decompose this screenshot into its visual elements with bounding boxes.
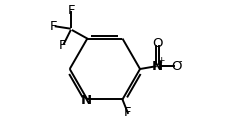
Text: F: F <box>50 20 57 33</box>
Text: F: F <box>124 107 131 120</box>
Text: O: O <box>152 37 162 50</box>
Text: O: O <box>171 60 181 73</box>
Text: -: - <box>177 56 181 66</box>
Text: N: N <box>151 60 162 73</box>
Text: +: + <box>156 56 164 65</box>
Text: F: F <box>59 39 66 52</box>
Text: N: N <box>81 94 92 107</box>
Text: F: F <box>67 4 74 17</box>
